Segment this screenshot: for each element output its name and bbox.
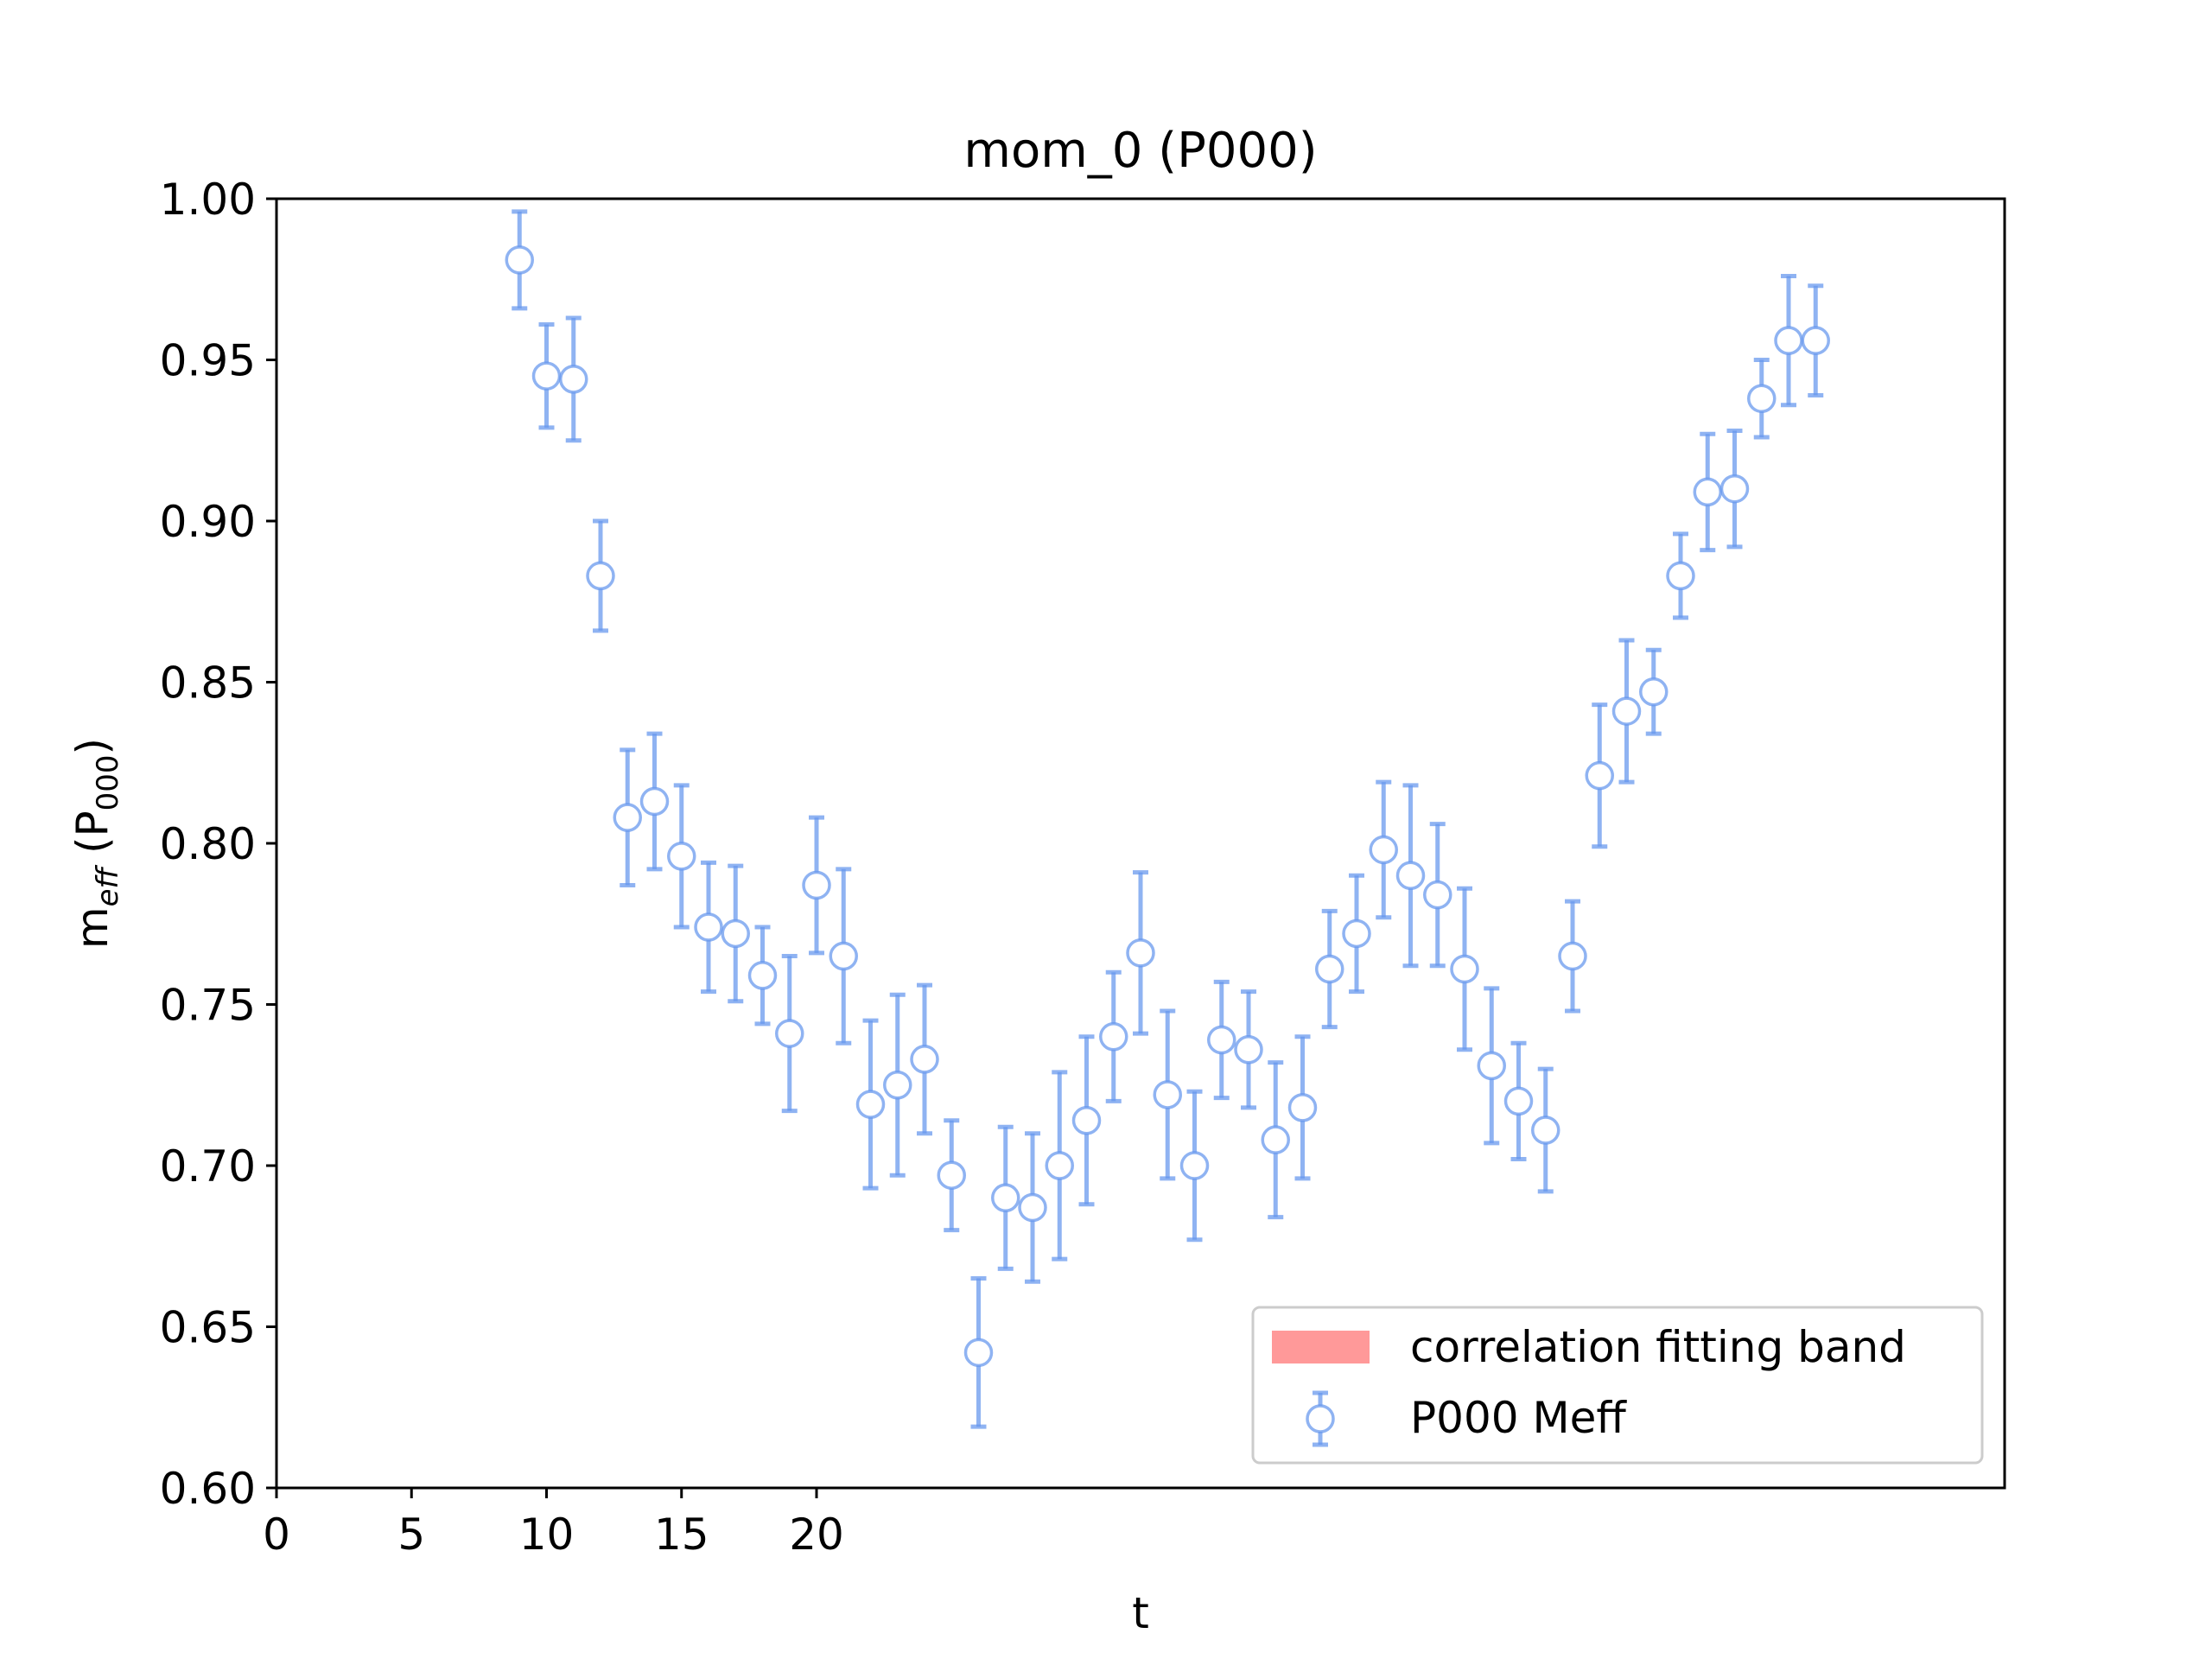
data-point	[586, 561, 615, 591]
data-point	[802, 870, 831, 900]
data-point	[505, 245, 534, 275]
data-point	[1503, 1086, 1534, 1116]
y-tick-label: 0.95	[160, 336, 256, 386]
data-point	[1207, 1025, 1236, 1055]
data-point	[1639, 677, 1669, 707]
data-point	[855, 1090, 886, 1119]
data-point	[1018, 1192, 1047, 1223]
legend-label-meff: P000 Meff	[1410, 1393, 1627, 1443]
data-point	[1477, 1051, 1506, 1081]
data-point	[1071, 1106, 1102, 1135]
legend-box	[1251, 1306, 1984, 1465]
legend-label-fitting-band: correlation fitting band	[1410, 1322, 1906, 1372]
x-tick-label: 15	[654, 1510, 709, 1560]
data-point	[883, 1071, 912, 1100]
data-point	[721, 918, 750, 949]
data-point	[1261, 1125, 1290, 1154]
legend-data-point	[1306, 1404, 1335, 1433]
legend-marker-meff	[1306, 1390, 1335, 1447]
y-tick-label: 0.70	[160, 1141, 256, 1192]
y-tick-label: 0.90	[160, 497, 256, 547]
x-tick-label: 5	[397, 1510, 425, 1560]
y-axis-label-paren-sub: 000	[91, 754, 125, 810]
data-point	[991, 1183, 1020, 1213]
x-axis: 0 5 10 15 20	[263, 1488, 844, 1560]
data-point	[667, 842, 696, 871]
data-point	[829, 941, 858, 971]
data-point	[613, 803, 642, 832]
data-point	[1450, 954, 1479, 984]
legend: correlation fitting band P000 Meff	[1251, 1306, 1984, 1465]
x-tick-label: 20	[789, 1510, 844, 1560]
data-point	[1099, 1022, 1128, 1052]
chart-title: mom_0 (P000)	[963, 123, 1317, 179]
series-p000-meff	[505, 209, 1830, 1429]
data-point	[559, 365, 588, 394]
y-axis-label-paren: (P	[67, 810, 118, 868]
x-tick-label: 10	[519, 1510, 575, 1560]
data-point	[1611, 696, 1642, 726]
y-tick-label: 0.65	[160, 1303, 256, 1353]
data-point	[1153, 1080, 1182, 1109]
y-axis-label: meff (P000)	[67, 738, 125, 949]
data-point	[1369, 835, 1398, 865]
y-axis-label-paren-close: )	[67, 738, 118, 755]
data-point	[1287, 1093, 1318, 1122]
y-tick-label: 0.85	[160, 658, 256, 709]
y-tick-label: 0.80	[160, 819, 256, 869]
data-point	[1747, 384, 1777, 414]
y-tick-label: 0.75	[160, 981, 256, 1031]
data-point	[1342, 918, 1371, 949]
data-point	[1179, 1151, 1210, 1180]
y-axis-label-sub: eff	[91, 864, 125, 906]
data-point	[694, 912, 723, 942]
data-point	[1801, 326, 1830, 355]
data-point	[963, 1338, 994, 1368]
data-point	[1585, 760, 1614, 791]
series-layer	[505, 209, 1830, 1429]
y-axis: 0.60 0.65 0.70 0.75 0.80 0.85 0.90 0.95 1.00	[160, 175, 276, 1514]
data-point	[639, 786, 670, 817]
data-point	[1558, 941, 1587, 971]
data-point	[1666, 561, 1695, 591]
data-point	[1423, 880, 1452, 910]
data-point	[1315, 954, 1344, 984]
data-point	[747, 961, 778, 990]
data-point	[1234, 1034, 1263, 1065]
data-point	[1045, 1151, 1074, 1180]
data-point	[910, 1045, 939, 1074]
data-point	[775, 1019, 804, 1048]
x-axis-label: t	[1132, 1588, 1149, 1638]
data-point	[1531, 1116, 1560, 1145]
y-tick-label: 1.00	[160, 175, 256, 225]
data-point	[1719, 474, 1750, 504]
y-axis-label-main: m	[67, 906, 118, 949]
data-point	[1126, 938, 1155, 968]
data-point	[937, 1160, 966, 1190]
data-point	[1395, 861, 1426, 891]
x-tick-label: 0	[263, 1510, 290, 1560]
legend-swatch-fitting-band	[1272, 1331, 1370, 1363]
y-tick-label: 0.60	[160, 1464, 256, 1514]
